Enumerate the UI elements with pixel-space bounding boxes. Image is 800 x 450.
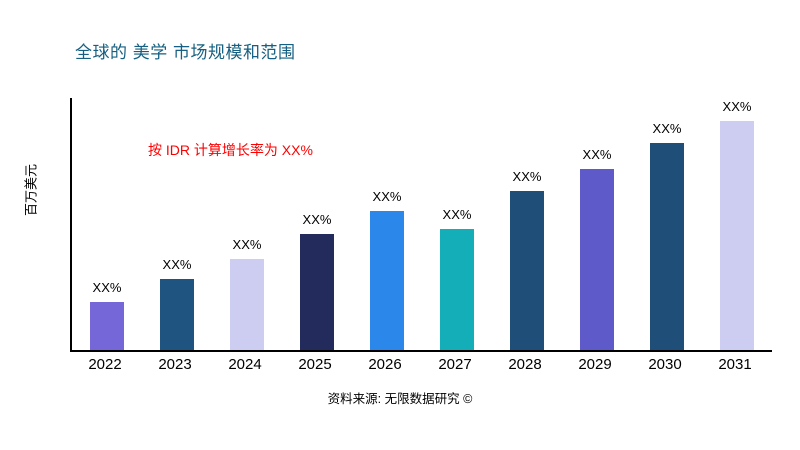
bar-value-label: XX% (652, 121, 682, 136)
x-tick-2024: 2024 (228, 356, 262, 373)
x-tick-2031: 2031 (718, 356, 752, 373)
bar-2027 (440, 229, 474, 350)
bar-2026 (370, 211, 404, 350)
bar-2029 (580, 169, 614, 350)
bar-value-label: XX% (162, 257, 192, 272)
bar-series: XX% XX% XX% XX% XX% XX% XX% XX% XX% XX% (72, 98, 772, 350)
bar-slot: XX% (142, 98, 212, 350)
x-tick-2028: 2028 (508, 356, 542, 373)
source-caption: 资料来源: 无限数据研究 © (327, 392, 473, 406)
bar-slot: XX% (282, 98, 352, 350)
y-axis-label: 百万美元 (23, 163, 39, 217)
plot-area: XX% XX% XX% XX% XX% XX% XX% XX% XX% XX% (70, 98, 772, 352)
bar-slot: XX% (422, 98, 492, 350)
bar-slot: XX% (72, 98, 142, 350)
bar-value-label: XX% (92, 280, 122, 295)
bar-slot: XX% (352, 98, 422, 350)
bar-slot: XX% (562, 98, 632, 350)
bar-2028 (510, 191, 544, 350)
bar-value-label: XX% (372, 189, 402, 204)
bar-value-label: XX% (512, 169, 542, 184)
bar-2023 (160, 279, 194, 350)
bar-value-label: XX% (302, 212, 332, 227)
chart-title: 全球的 美学 市场规模和范围 (75, 43, 296, 62)
growth-rate-annotation: 按 IDR 计算增长率为 XX% (148, 142, 313, 158)
x-tick-2023: 2023 (158, 356, 192, 373)
x-tick-2026: 2026 (368, 356, 402, 373)
bar-2025 (300, 234, 334, 350)
bar-2022 (90, 302, 124, 350)
x-tick-2022: 2022 (88, 356, 122, 373)
bar-2024 (230, 259, 264, 350)
bar-value-label: XX% (722, 99, 752, 114)
x-tick-2030: 2030 (648, 356, 682, 373)
bar-2031 (720, 121, 754, 350)
bar-2030 (650, 143, 684, 350)
bar-slot: XX% (212, 98, 282, 350)
x-tick-2027: 2027 (438, 356, 472, 373)
bar-value-label: XX% (232, 237, 262, 252)
x-tick-2025: 2025 (298, 356, 332, 373)
x-tick-2029: 2029 (578, 356, 612, 373)
bar-slot: XX% (702, 98, 772, 350)
bar-value-label: XX% (582, 147, 612, 162)
x-axis-tick-labels: 2022 2023 2024 2025 2026 2027 2028 2029 2030 2031 (70, 356, 770, 373)
bar-slot: XX% (632, 98, 702, 350)
bar-value-label: XX% (442, 207, 472, 222)
bar-slot: XX% (492, 98, 562, 350)
